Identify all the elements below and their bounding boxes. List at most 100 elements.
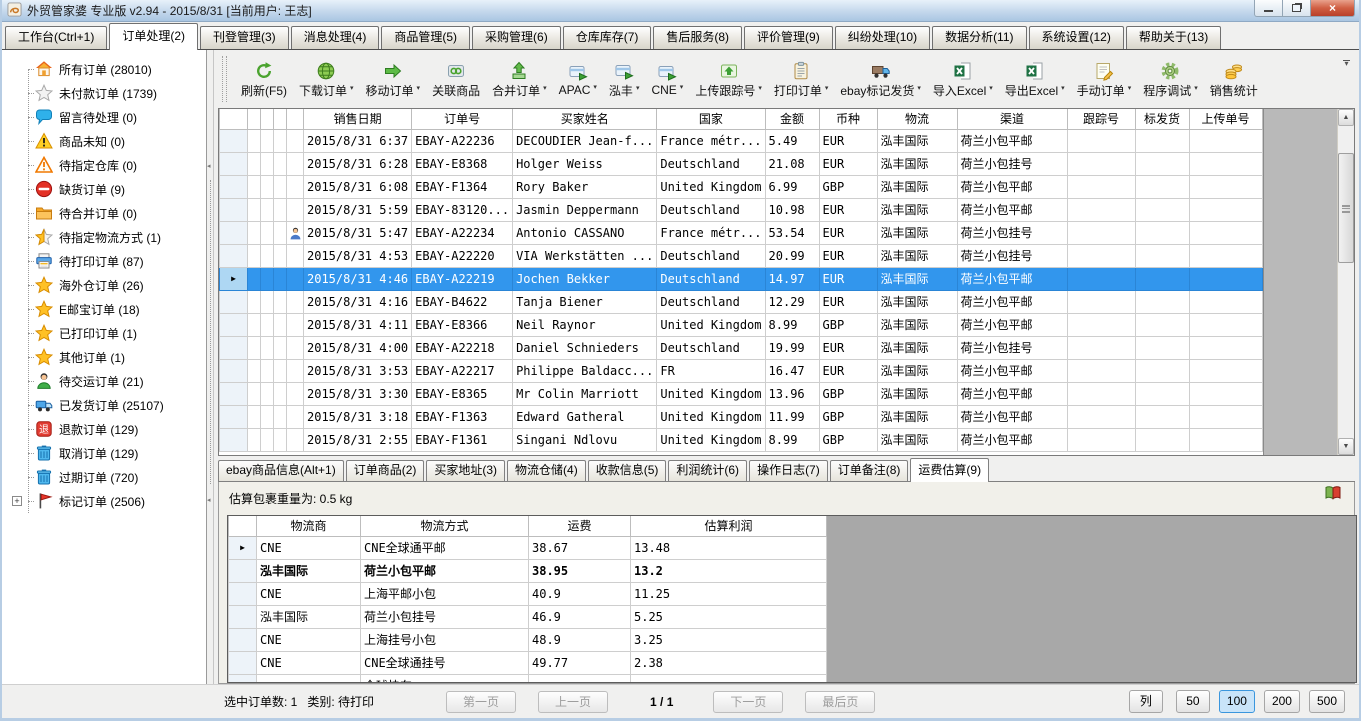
column-header[interactable]: 订单号 — [411, 109, 514, 130]
column-header[interactable]: 渠道 — [956, 109, 1068, 130]
freight-row[interactable]: CNE 上海挂号小包 48.9 3.25 — [228, 627, 827, 652]
splitter-collapse-icon[interactable]: ◂ — [207, 163, 211, 170]
toolbar-button-16[interactable]: 销售统计 — [1204, 58, 1264, 101]
chevron-down-icon[interactable]: ▾ — [917, 84, 921, 92]
menu-tab-3[interactable]: 刊登管理(3) — [200, 26, 289, 49]
freight-row-selector[interactable]: ▶ — [228, 535, 257, 560]
row-selector-cell[interactable] — [219, 335, 248, 360]
scrollbar-thumb[interactable] — [1338, 153, 1354, 263]
menu-tab-7[interactable]: 仓库库存(7) — [562, 26, 652, 49]
sidebar-item-16[interactable]: 退退款订单 (129) — [2, 417, 206, 441]
sidebar-item-13[interactable]: 其他订单 (1) — [2, 345, 206, 369]
chevron-down-icon[interactable]: ▾ — [635, 84, 640, 92]
restore-button[interactable] — [1283, 0, 1310, 17]
row-selector-cell[interactable] — [219, 128, 248, 153]
chevron-down-icon[interactable]: ▾ — [824, 84, 829, 92]
freight-row-selector[interactable] — [228, 581, 257, 606]
chevron-down-icon[interactable]: ▾ — [1194, 84, 1198, 92]
chevron-down-icon[interactable]: ▾ — [989, 84, 993, 92]
freight-row[interactable]: ▶ CNE CNE全球通平邮 38.67 13.48 — [228, 535, 827, 560]
sidebar-item-5[interactable]: 待指定仓库 (0) — [2, 153, 206, 177]
order-row[interactable]: 2015/8/31 3:18 EBAY-F1363 Edward Gatheral U… — [219, 404, 1263, 429]
menu-tab-12[interactable]: 系统设置(12) — [1028, 26, 1124, 49]
freight-row-selector[interactable] — [228, 627, 257, 652]
detail-tab-9[interactable]: 运费估算(9) — [910, 458, 990, 482]
menu-tab-6[interactable]: 采购管理(6) — [472, 26, 561, 49]
splitter-collapse-icon[interactable]: ◂ — [207, 497, 211, 504]
toolbar-button-7[interactable]: 泓丰 ▾ — [603, 58, 646, 101]
detail-tab-1[interactable]: ebay商品信息(Alt+1) — [218, 460, 344, 481]
toolbar-button-9[interactable]: 上传跟踪号 ▾ — [689, 58, 768, 101]
row-selector-cell[interactable] — [219, 312, 248, 337]
close-button[interactable]: × — [1310, 0, 1355, 17]
freight-row-selector[interactable] — [228, 650, 257, 675]
freight-row[interactable]: 泓丰国际 荷兰小包挂号 46.9 5.25 — [228, 604, 827, 629]
freight-row-selector[interactable] — [228, 558, 257, 583]
order-row[interactable]: 2015/8/31 6:08 EBAY-F1364 Rory Baker United… — [219, 174, 1263, 199]
toolbar-overflow-button[interactable]: ▾ — [1343, 59, 1350, 68]
detail-tab-5[interactable]: 收款信息(5) — [587, 460, 667, 481]
toolbar-button-14[interactable]: 手动订单 ▾ — [1071, 58, 1138, 101]
row-selector-cell[interactable] — [219, 381, 248, 406]
menu-tab-1[interactable]: 工作台(Ctrl+1) — [5, 26, 108, 49]
freight-row-selector[interactable] — [228, 604, 257, 629]
page-size-50[interactable]: 50 — [1175, 690, 1210, 713]
toolbar-drag-handle[interactable] — [222, 56, 227, 102]
column-settings-button[interactable]: 列 — [1128, 690, 1163, 713]
row-selector-cell[interactable] — [219, 243, 248, 268]
order-row[interactable]: 2015/8/31 6:37 EBAY-A22236 DECOUDIER Jean-… — [219, 128, 1263, 153]
freight-column-header[interactable]: 物流方式 — [360, 516, 529, 537]
freight-row[interactable]: CNE CNE全球通挂号 49.77 2.38 — [228, 650, 827, 675]
toolbar-button-10[interactable]: 打印订单 ▾ — [768, 58, 835, 101]
page-size-100[interactable]: 100 — [1218, 690, 1255, 713]
menu-tab-8[interactable]: 售后服务(8) — [653, 26, 743, 49]
next-page-button[interactable]: 下一页 — [713, 690, 784, 713]
chevron-down-icon[interactable]: ▾ — [758, 84, 762, 92]
toolbar-button-2[interactable]: 下载订单 ▾ — [293, 58, 360, 101]
sidebar-splitter[interactable]: ◂ ◂ — [207, 50, 214, 684]
column-header[interactable]: 跟踪号 — [1066, 109, 1136, 130]
sidebar-item-8[interactable]: 待指定物流方式 (1) — [2, 225, 206, 249]
vertical-scrollbar[interactable]: ▲ ▼ — [1337, 109, 1354, 455]
chevron-down-icon[interactable]: ▾ — [1127, 84, 1132, 92]
toolbar-button-3[interactable]: 移动订单 ▾ — [360, 58, 427, 101]
chevron-down-icon[interactable]: ▾ — [350, 84, 354, 92]
prev-page-button[interactable]: 上一页 — [538, 690, 609, 713]
scroll-up-button[interactable]: ▲ — [1338, 109, 1354, 126]
menu-tab-5[interactable]: 商品管理(5) — [381, 26, 471, 49]
order-row[interactable]: 2015/8/31 4:11 EBAY-E8366 Neil Raynor Unite… — [219, 312, 1263, 337]
first-page-button[interactable]: 第一页 — [446, 690, 517, 713]
chevron-down-icon[interactable]: ▾ — [679, 84, 684, 91]
menu-tab-13[interactable]: 帮助关于(13) — [1125, 26, 1222, 49]
toolbar-button-1[interactable]: 刷新(F5) — [235, 58, 293, 101]
freight-row-selector[interactable] — [228, 673, 257, 682]
row-selector-cell[interactable] — [219, 427, 248, 452]
chevron-down-icon[interactable]: ▾ — [593, 84, 597, 91]
order-row[interactable]: 2015/8/31 4:00 EBAY-A22218 Daniel Schniede… — [219, 335, 1263, 360]
book-icon[interactable] — [1324, 485, 1342, 501]
freight-column-header[interactable]: 运费 — [528, 516, 631, 537]
detail-tab-2[interactable]: 订单商品(2) — [345, 460, 425, 481]
menu-tab-9[interactable]: 评价管理(9) — [744, 26, 833, 49]
detail-tab-6[interactable]: 利润统计(6) — [668, 460, 748, 481]
detail-tab-8[interactable]: 订单备注(8) — [829, 460, 909, 481]
order-row[interactable]: 2015/8/31 5:59 EBAY-83120... Jasmin Depper… — [219, 197, 1263, 222]
order-row[interactable]: 2015/8/31 2:55 EBAY-F1361 Singani Ndlovu Un… — [219, 427, 1263, 452]
freight-column-header[interactable]: 估算利润 — [630, 516, 827, 537]
column-header[interactable]: 标发货 — [1134, 109, 1190, 130]
sidebar-item-7[interactable]: 待合并订单 (0) — [2, 201, 206, 225]
row-selector-cell[interactable] — [219, 220, 248, 245]
freight-row[interactable]: 泓丰国际 荷兰小包平邮 38.95 13.2 — [228, 558, 827, 583]
column-header[interactable]: 币种 — [818, 109, 878, 130]
column-header[interactable]: 买家姓名 — [512, 109, 658, 130]
toolbar-button-8[interactable]: CNE ▾ — [645, 59, 689, 99]
sidebar-item-14[interactable]: 待交运订单 (21) — [2, 369, 206, 393]
sidebar-item-3[interactable]: 留言待处理 (0) — [2, 105, 206, 129]
sidebar-item-17[interactable]: 取消订单 (129) — [2, 441, 206, 465]
minimize-button[interactable] — [1254, 0, 1283, 17]
column-header[interactable]: 上传单号 — [1188, 109, 1263, 130]
sidebar-item-1[interactable]: 所有订单 (28010) — [2, 57, 206, 81]
column-header[interactable]: 销售日期 — [302, 109, 413, 130]
menu-tab-2[interactable]: 订单处理(2) — [109, 23, 199, 50]
toolbar-button-11[interactable]: ebay标记发货 ▾ — [834, 58, 927, 101]
